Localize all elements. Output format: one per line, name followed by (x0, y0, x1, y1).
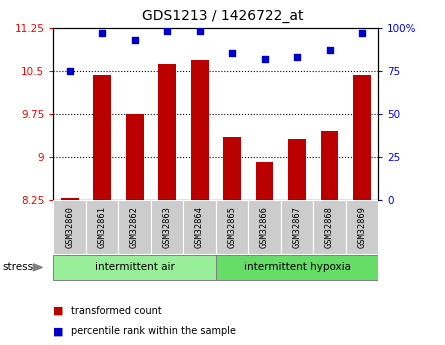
Text: GSM32861: GSM32861 (97, 206, 107, 248)
Point (99, 30, 106, 36)
Point (164, 28, 171, 34)
Text: transformed count: transformed count (71, 306, 162, 315)
Polygon shape (33, 264, 42, 271)
Bar (93, 75, 111, 200)
Text: percentile rank within the sample: percentile rank within the sample (71, 326, 236, 336)
Point (326, 47, 333, 53)
Bar (255, 161, 274, 200)
Point (294, 54, 301, 60)
Text: GSM32866: GSM32866 (260, 206, 269, 248)
Text: GSM32863: GSM32863 (162, 206, 172, 248)
Text: GSM32867: GSM32867 (292, 206, 302, 248)
Bar (125, 114, 144, 200)
Bar (61, 198, 79, 200)
Point (261, 56, 268, 61)
FancyBboxPatch shape (248, 200, 281, 254)
Bar (320, 131, 339, 200)
Text: GSM32869: GSM32869 (357, 206, 367, 248)
FancyBboxPatch shape (183, 200, 216, 254)
Text: GSM32860: GSM32860 (65, 206, 74, 248)
Text: GSM32868: GSM32868 (325, 206, 334, 248)
Text: ■: ■ (53, 326, 64, 336)
FancyBboxPatch shape (281, 200, 313, 254)
Point (196, 28, 203, 34)
Bar (353, 75, 371, 200)
Bar (158, 64, 176, 200)
Text: GDS1213 / 1426722_at: GDS1213 / 1426722_at (142, 9, 303, 23)
Point (66, 68, 73, 73)
FancyBboxPatch shape (151, 200, 183, 254)
Text: ■: ■ (53, 306, 64, 315)
Bar (288, 139, 306, 200)
Text: intermittent air: intermittent air (95, 263, 174, 272)
FancyBboxPatch shape (216, 200, 248, 254)
Point (131, 37, 138, 42)
FancyBboxPatch shape (86, 200, 118, 254)
Text: GSM32862: GSM32862 (130, 206, 139, 248)
FancyBboxPatch shape (53, 200, 86, 254)
Bar (223, 137, 241, 200)
FancyBboxPatch shape (216, 255, 378, 280)
Text: stress: stress (2, 263, 33, 272)
Point (359, 30, 366, 36)
Bar (190, 60, 209, 200)
FancyBboxPatch shape (118, 200, 151, 254)
FancyBboxPatch shape (313, 200, 346, 254)
Point (229, 51, 236, 56)
Text: GSM32865: GSM32865 (227, 206, 237, 248)
Text: intermittent hypoxia: intermittent hypoxia (243, 263, 351, 272)
FancyBboxPatch shape (53, 255, 216, 280)
FancyBboxPatch shape (346, 200, 378, 254)
Text: GSM32864: GSM32864 (195, 206, 204, 248)
